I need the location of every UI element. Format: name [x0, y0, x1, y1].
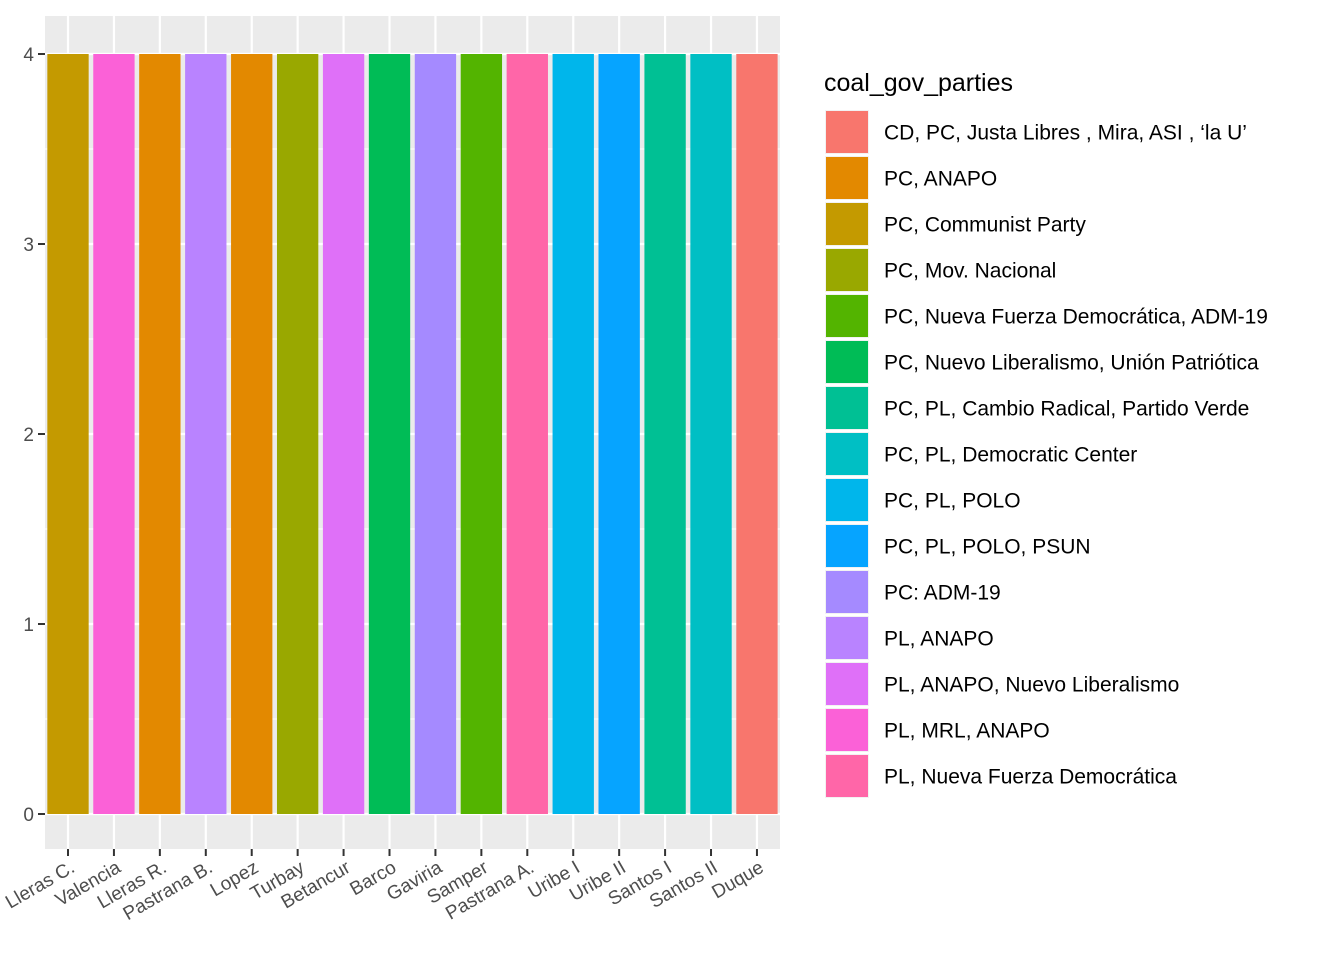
bar: [322, 54, 365, 814]
y-tick-label: 3: [23, 235, 34, 256]
bar: [414, 54, 457, 814]
bar: [276, 54, 319, 814]
y-tick-label: 2: [23, 425, 34, 446]
legend-key: [826, 525, 868, 567]
bar: [185, 54, 227, 814]
legend-label: PC, PL, Cambio Radical, Partido Verde: [884, 398, 1249, 421]
bar: [644, 54, 686, 814]
legend-label: PC, PL, Democratic Center: [884, 444, 1137, 467]
bar: [690, 54, 732, 814]
bar: [93, 54, 135, 814]
legend-key: [826, 295, 868, 337]
legend-label: PC, PL, POLO: [884, 490, 1021, 513]
legend-label: PL, ANAPO: [884, 628, 994, 651]
y-tick-label: 4: [23, 45, 34, 66]
legend-key: [826, 571, 868, 613]
legend-title: coal_gov_parties: [824, 69, 1013, 97]
bar: [368, 54, 411, 814]
legend-key: [826, 433, 868, 475]
legend-label: PC, ANAPO: [884, 168, 997, 191]
legend-key: [826, 387, 868, 429]
bar: [506, 54, 548, 814]
y-tick-label: 0: [23, 805, 34, 826]
legend-label: PC: ADM-19: [884, 582, 1001, 605]
y-tick-label: 1: [23, 615, 34, 636]
legend-label: PL, MRL, ANAPO: [884, 720, 1050, 743]
bar: [231, 54, 273, 814]
legend-key: [826, 709, 868, 751]
bar: [460, 54, 503, 814]
x-tick-label: Duque: [708, 857, 767, 903]
legend-key: [826, 249, 868, 291]
legend-key: [826, 157, 868, 199]
bar: [736, 54, 778, 814]
legend-key: [826, 203, 868, 245]
bar: [139, 54, 181, 814]
legend-items: CD, PC, Justa Libres , Mira, ASI , ‘la U…: [825, 110, 1268, 798]
bar: [598, 54, 640, 814]
legend-key: [826, 617, 868, 659]
legend-label: PC, PL, POLO, PSUN: [884, 536, 1091, 559]
legend-key: [826, 663, 868, 705]
bars: [47, 54, 778, 814]
y-axis: 0 1 2 3 4: [23, 45, 45, 826]
legend-label: PC, Mov. Nacional: [884, 260, 1056, 283]
legend-label: PC, Nueva Fuerza Democrática, ADM-19: [884, 306, 1268, 329]
bar: [552, 54, 594, 814]
legend-label: PC, Communist Party: [884, 214, 1086, 237]
legend-label: PL, Nueva Fuerza Democrática: [884, 766, 1177, 789]
legend: coal_gov_parties CD, PC, Justa Libres , …: [824, 69, 1268, 798]
legend-key: [826, 341, 868, 383]
legend-key: [826, 111, 868, 153]
legend-key: [826, 479, 868, 521]
legend-label: PC, Nuevo Liberalismo, Unión Patriótica: [884, 352, 1259, 375]
bar: [47, 54, 89, 814]
legend-key: [826, 755, 868, 797]
legend-label: PL, ANAPO, Nuevo Liberalismo: [884, 674, 1179, 697]
legend-label: CD, PC, Justa Libres , Mira, ASI , ‘la U…: [884, 122, 1247, 145]
